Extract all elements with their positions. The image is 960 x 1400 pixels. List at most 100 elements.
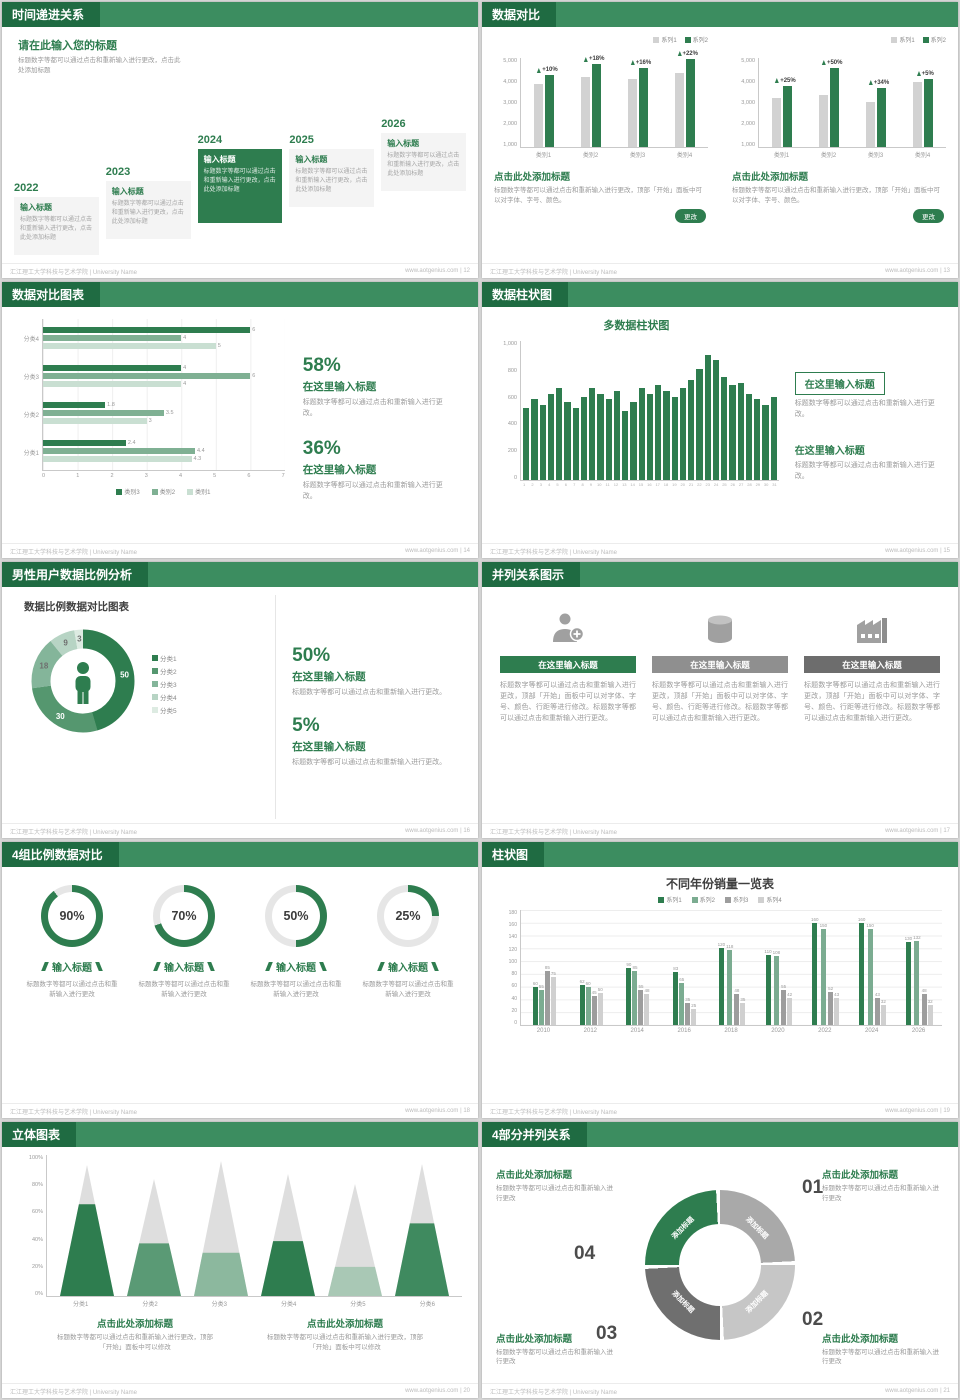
footer-page: www.aotgenius.com | 20: [405, 1388, 470, 1394]
bar: [550, 977, 556, 1025]
bar-group: 60 55 85 75: [521, 910, 568, 1025]
slide-16[interactable]: 男性用户数据比例分析 数据比例数据对比图表 50 30 18 9 3 分类1 分类2 分类3…: [2, 562, 478, 838]
footer-page: www.aotgenius.com | 12: [405, 268, 470, 274]
legend-label: 系列3: [733, 898, 749, 904]
timeline-item: 2024 输入标题 标题数字等都可以通过点击和重新输入进行更改，点击此处添加标题: [197, 33, 283, 255]
circular-diagram: 添加标题 添加标题 添加标题 添加标题: [645, 1190, 795, 1340]
x-tick: 2010: [536, 1028, 551, 1034]
block-text: 标题数字等都可以通过点击和重新输入进行更改: [496, 1185, 613, 1202]
value-label: 4: [183, 380, 187, 387]
milestone-card: 输入标题 标题数字等都可以通过点击和重新输入进行更改，点击此处添加标题: [105, 181, 191, 239]
bar-group: 90 85 55 48: [615, 910, 662, 1025]
text-block: 点击此处添加标题 标题数字等都可以通过点击和重新输入进行更改，顶部「开始」面板中…: [52, 1316, 218, 1353]
medical-person-icon: [550, 605, 586, 647]
block-title: 点击此处添加标题: [496, 1333, 573, 1345]
x-tick: 5: [556, 482, 559, 487]
milestone-card: 输入标题 标题数字等都可以通过点击和重新输入进行更改，点击此处添加标题: [14, 197, 99, 255]
x-tick: 18: [663, 482, 669, 487]
x-tick: 类别4: [914, 153, 931, 159]
bar: [874, 997, 880, 1025]
column-text: 标题数字等都可以通过点击和重新输入进行更改，顶部「开始」面板中可以对字体、字号、…: [652, 682, 788, 722]
x-tick: 27: [738, 482, 744, 487]
x-tick: 2022: [818, 1028, 832, 1034]
stat-title: 在这里输入标题: [292, 671, 366, 684]
plot-area: +25% +50% +34% +5%: [758, 58, 946, 148]
y-axis-labels: 5,000 4,000 3,000 2,000 1,000: [732, 58, 758, 148]
bar: [597, 993, 603, 1025]
item-title: 输入标题: [52, 963, 92, 974]
bar-series1: [819, 94, 829, 147]
block-title: 在这里输入标题: [794, 372, 885, 395]
x-tick: 分类3: [211, 1302, 227, 1308]
legend-label: 系列1: [666, 898, 682, 904]
column-title-bar: 在这里输入标题: [652, 656, 788, 673]
x-tick: 类别2: [820, 153, 837, 159]
slide-header: 男性用户数据比例分析: [2, 562, 478, 587]
bar: [547, 393, 554, 480]
slide-content: 数据比例数据对比图表 50 30 18 9 3 分类1 分类2 分类3 分类4 分类5 50% …: [2, 587, 478, 823]
x-tick: 22: [697, 482, 702, 487]
stat-title: 在这里输入标题: [292, 741, 366, 753]
bar: [630, 402, 637, 480]
x-tick: 类别1: [773, 153, 790, 159]
x-tick: 15: [638, 482, 644, 487]
footer-page: www.aotgenius.com | 15: [885, 548, 950, 554]
intro-title: 请在此输入您的标题: [18, 40, 117, 52]
stat-desc: 标题数字等都可以通过点击和重新输入进行更改。: [292, 689, 447, 697]
slide-14[interactable]: 数据对比图表 分类4 分类3 分类2 分类1 6 4 5 4 6 4 1.8 3.5 3 2.4 4.4 4…: [2, 282, 478, 558]
slide-17[interactable]: 并列关系图示 在这里输入标题 标题数字等都可以通过点击和重新输入进行更改，顶部「…: [482, 562, 958, 838]
cone: [193, 1161, 248, 1296]
milestone-title: 输入标题: [203, 155, 236, 164]
x-tick: 3: [144, 473, 148, 479]
slide-13[interactable]: 数据对比 系列1 系列2 5,000 4,000 3,000 2,000 1,000 +10%…: [482, 2, 958, 278]
x-tick: 17: [655, 482, 660, 487]
bar-group: 160 150 43 32: [848, 910, 895, 1025]
legend-swatch: [758, 896, 765, 903]
y-tick: 0: [514, 1019, 517, 1026]
x-tick: 14: [630, 482, 635, 487]
slide-20[interactable]: 立体图表 100% 80% 60% 40% 20% 0% 分类1 分类2 分类3 分类4 分类5 分…: [2, 1122, 478, 1398]
bar-series2: [783, 85, 793, 147]
bar-group: 160 150 52 43: [802, 910, 849, 1025]
x-tick: 6: [247, 473, 251, 479]
slide-footer: 汇江理工大学科技与艺术学院 | University Name www.aotg…: [482, 1383, 958, 1398]
x-tick: 1: [76, 473, 80, 479]
block-title: 点击此处添加标题: [306, 1319, 383, 1330]
stat-desc: 标题数字等都可以通过点击和重新输入进行更改。: [302, 399, 443, 418]
slide-19[interactable]: 柱状图 不同年份销量一览表 系列1 系列2 系列3 系列4 180 160 140 120 1…: [482, 842, 958, 1118]
item-text: 标题数字等都可以通过点击和重新输入进行更改: [362, 981, 454, 999]
change-button[interactable]: 更改: [675, 209, 706, 224]
growth-label: +18%: [583, 56, 604, 62]
change-button[interactable]: 更改: [913, 209, 944, 224]
slide-footer: 汇江理工大学科技与艺术学院 | University Name www.aotg…: [482, 543, 958, 558]
milestone-card: 输入标题 标题数字等都可以通过点击和重新输入进行更改，点击此处添加标题: [289, 149, 375, 207]
slide-21[interactable]: 4部分并列关系 添加标题 添加标题 添加标题 添加标题 01 02 03 04 点击此…: [482, 1122, 958, 1398]
value-label: 65: [679, 977, 685, 983]
svg-text:50: 50: [120, 671, 129, 680]
value-label: 85: [544, 964, 550, 970]
value-label: 43: [834, 991, 840, 997]
bar-group: +16%: [615, 58, 662, 147]
value-label: 132: [913, 934, 921, 940]
timeline-item: 2026 输入标题 标题数字等都可以通过点击和重新输入进行更改，点击此处添加标题: [381, 33, 466, 255]
legend-label: 系列2: [699, 898, 715, 904]
timeline-item: 2025 输入标题 标题数字等都可以通过点击和重新输入进行更改，点击此处添加标题: [289, 33, 375, 255]
legend-label: 类别1: [195, 490, 211, 496]
cone: [328, 1184, 383, 1296]
x-tick: 19: [672, 482, 677, 487]
slide-12[interactable]: 时间递进关系 2022 输入标题 标题数字等都可以通过点击和重新输入进行更改，点击此…: [2, 2, 478, 278]
slide-18[interactable]: 4组比例数据对比 90% 输入标题 标题数字等都可以通过点击和重新输入进行更改 70%…: [2, 842, 478, 1118]
intro-text: 标题数字等都可以通过点击和重新输入进行更改，点击此处添加标题: [18, 57, 181, 74]
legend-label: 类别3: [124, 490, 140, 496]
milestone-year: 2025: [289, 134, 314, 146]
legend-item: 系列1: [891, 35, 915, 44]
block-title: 点击此处添加标题: [822, 1333, 899, 1345]
legend-swatch: [152, 667, 158, 674]
bar: [721, 377, 728, 480]
bar: [745, 393, 752, 480]
parallel-column: 在这里输入标题 标题数字等都可以通过点击和重新输入进行更改，顶部「开始」面板中可…: [804, 605, 940, 817]
chart-legend: 分类1 分类2 分类3 分类4 分类5: [152, 653, 177, 715]
bar: [579, 985, 585, 1025]
x-tick: 分类1: [72, 1302, 89, 1308]
